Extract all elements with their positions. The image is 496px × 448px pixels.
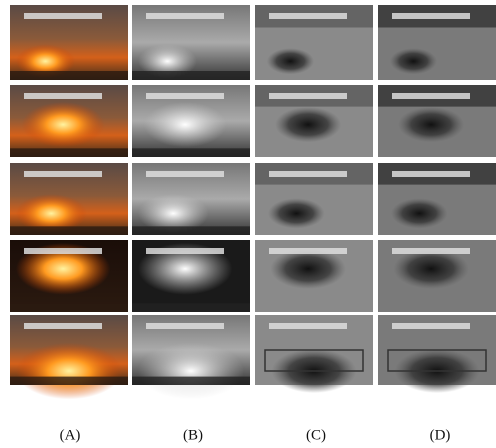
edge — [387, 349, 487, 372]
flame — [137, 242, 233, 295]
image-tile — [10, 163, 128, 235]
caption-bar — [146, 93, 224, 99]
image-tile — [255, 315, 373, 394]
blob — [270, 248, 346, 289]
caption-bar — [24, 13, 102, 19]
image-tile — [255, 5, 373, 80]
image-tile — [255, 85, 373, 157]
ground — [10, 226, 128, 235]
image-tile — [255, 163, 373, 235]
image-tile — [10, 240, 128, 312]
flame — [137, 44, 197, 79]
ground — [10, 148, 128, 157]
caption-bar — [269, 13, 347, 19]
edge — [264, 349, 364, 372]
flame — [15, 242, 111, 295]
panel-label: (A) — [60, 427, 81, 443]
image-tile — [255, 240, 373, 312]
panel-label: (D) — [430, 427, 451, 443]
panel-label: (C) — [306, 427, 326, 443]
caption-bar — [24, 171, 102, 177]
ground — [132, 148, 250, 157]
caption-bar — [269, 171, 347, 177]
image-tile — [378, 240, 496, 312]
caption-bar — [392, 323, 470, 329]
caption-bar — [392, 13, 470, 19]
ground — [10, 303, 128, 312]
flame — [21, 101, 105, 148]
image-tile — [378, 163, 496, 235]
caption-bar — [24, 93, 102, 99]
caption-bar — [269, 248, 347, 254]
flame — [15, 44, 75, 79]
image-tile — [10, 315, 128, 400]
ground — [132, 303, 250, 312]
caption-bar — [269, 93, 347, 99]
flame — [15, 342, 123, 400]
image-tile — [378, 315, 496, 394]
ground — [132, 71, 250, 80]
image-tile — [378, 5, 496, 80]
flame — [137, 193, 209, 233]
caption-bar — [392, 248, 470, 254]
image-tile — [132, 163, 250, 235]
image-tile — [378, 85, 496, 157]
image-tile — [10, 85, 128, 157]
panel-label: (B) — [183, 427, 203, 443]
flame — [137, 342, 245, 400]
ground — [10, 376, 128, 385]
image-tile — [132, 240, 250, 312]
blob — [390, 198, 448, 229]
caption-bar — [24, 323, 102, 329]
blob — [393, 248, 469, 289]
caption-bar — [269, 323, 347, 329]
image-tile — [132, 315, 250, 400]
image-tile — [132, 85, 250, 157]
caption-bar — [392, 171, 470, 177]
blob — [266, 48, 314, 75]
blob — [389, 48, 437, 75]
flame — [15, 193, 87, 233]
caption-bar — [146, 171, 224, 177]
blob — [398, 106, 465, 143]
blob — [267, 198, 325, 229]
image-tile — [10, 5, 128, 80]
caption-bar — [24, 248, 102, 254]
flame — [143, 101, 227, 148]
image-tile — [132, 5, 250, 80]
ground — [132, 226, 250, 235]
caption-bar — [146, 248, 224, 254]
caption-bar — [392, 93, 470, 99]
ground — [10, 71, 128, 80]
caption-bar — [146, 323, 224, 329]
caption-bar — [146, 13, 224, 19]
ground — [132, 376, 250, 385]
blob — [275, 106, 342, 143]
image-grid — [10, 5, 496, 400]
